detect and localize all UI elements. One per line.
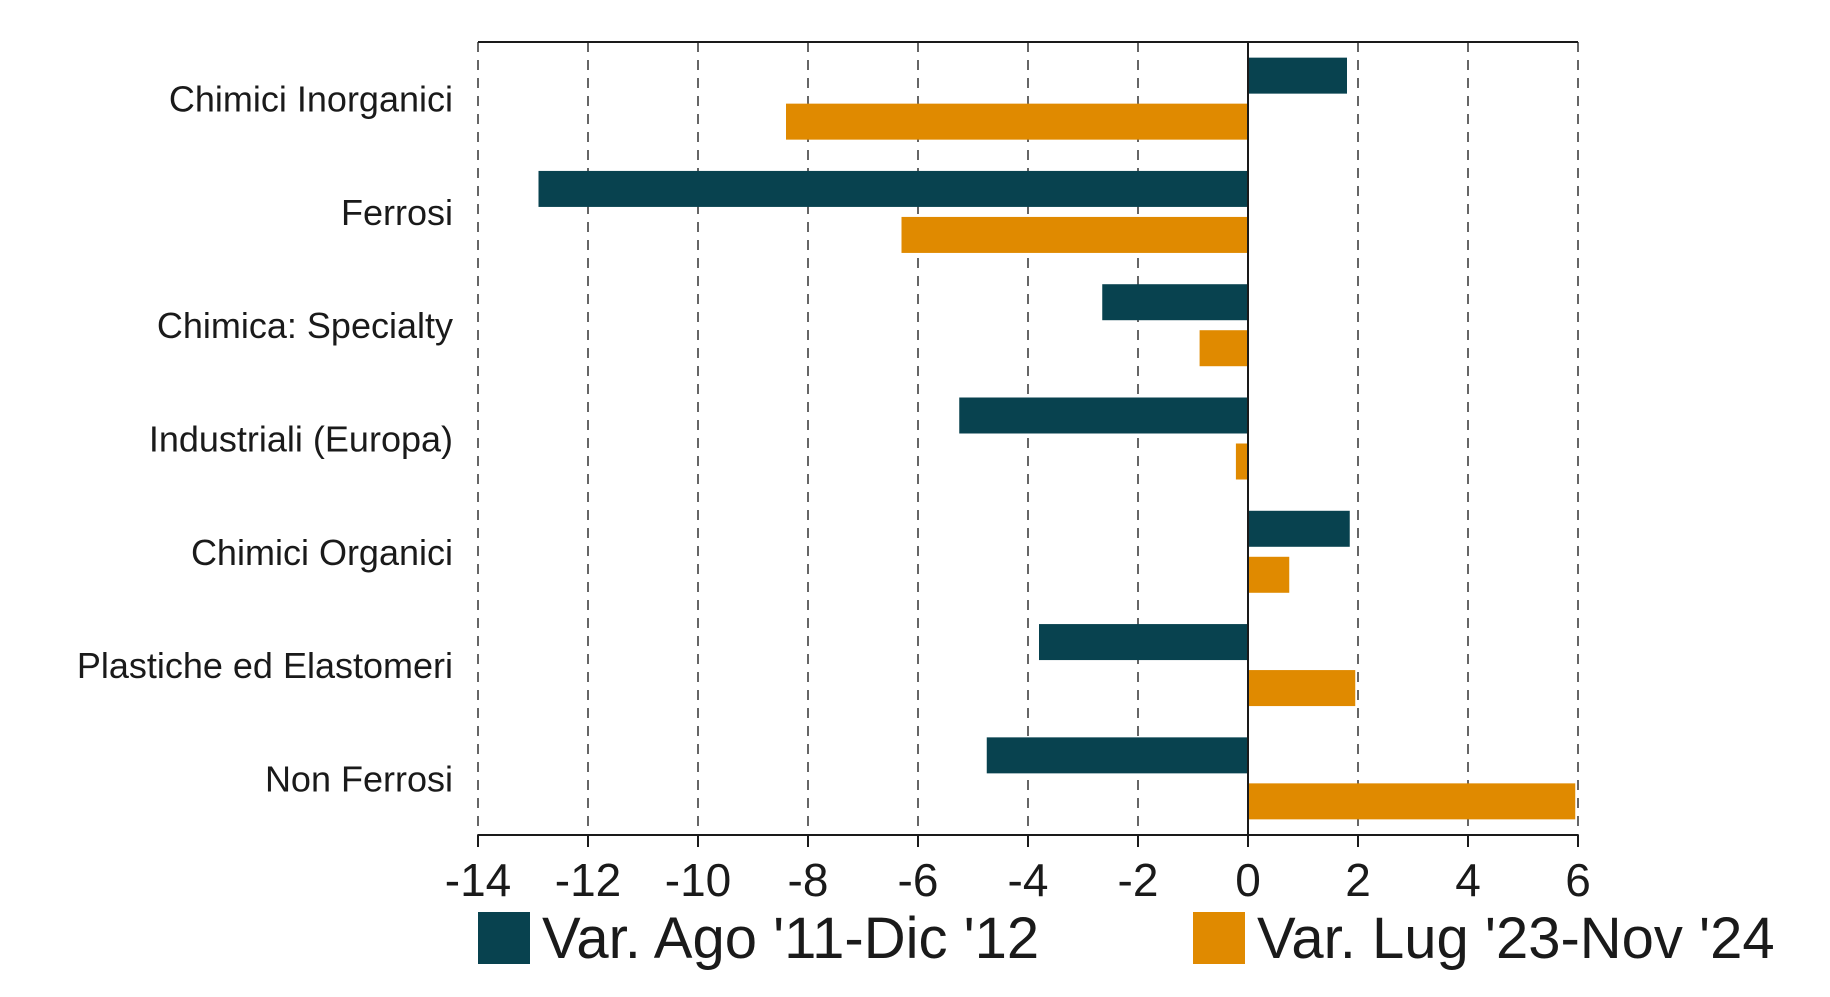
x-tick-label: 4 <box>1455 854 1481 906</box>
axes <box>477 41 1579 847</box>
x-tick-label: 6 <box>1565 854 1591 906</box>
legend-swatch <box>1193 912 1245 964</box>
legend: Var. Ago '11-Dic '12 Var. Lug '23-Nov '24 <box>478 906 1775 971</box>
bars <box>538 57 1576 820</box>
category-label: Non Ferrosi <box>265 758 453 799</box>
bar-series-2 <box>901 216 1248 253</box>
bar-series-1 <box>538 170 1248 207</box>
category-label: Ferrosi <box>341 192 453 233</box>
bar-series-1 <box>1039 624 1248 661</box>
bar-series-2 <box>1235 443 1248 480</box>
x-tick-label: -8 <box>788 854 829 906</box>
x-tick-label: -12 <box>555 854 621 906</box>
bar-series-1 <box>1248 57 1347 94</box>
category-label: Chimica: Specialty <box>157 305 453 346</box>
bar-series-1 <box>959 397 1248 434</box>
x-tick-label: 0 <box>1235 854 1261 906</box>
category-label: Plastiche ed Elastomeri <box>77 645 453 686</box>
bar-series-2 <box>1248 783 1576 820</box>
bar-series-1 <box>1248 510 1350 547</box>
legend-swatch <box>478 912 530 964</box>
x-tick-label: -2 <box>1118 854 1159 906</box>
bar-series-2 <box>1199 330 1248 367</box>
category-label: Industriali (Europa) <box>149 419 453 460</box>
x-tick-label: -14 <box>445 854 511 906</box>
legend-label: Var. Lug '23-Nov '24 <box>1257 906 1775 971</box>
x-tick-label: -10 <box>665 854 731 906</box>
x-tick-label: 2 <box>1345 854 1371 906</box>
grid-lines <box>477 42 1579 835</box>
bar-series-2 <box>786 103 1248 140</box>
x-tick-label: -6 <box>898 854 939 906</box>
category-labels: Chimici Inorganici Ferrosi Chimica: Specia… <box>77 79 453 800</box>
x-tick-labels: -14 -12 -10 -8 -6 -4 -2 0 2 4 6 <box>445 854 1591 906</box>
bar-series-1 <box>1102 284 1248 321</box>
bar-series-1 <box>986 737 1248 774</box>
bar-series-2 <box>1248 556 1290 593</box>
x-tick-label: -4 <box>1008 854 1049 906</box>
category-label: Chimici Organici <box>191 532 453 573</box>
category-label: Chimici Inorganici <box>169 79 453 120</box>
legend-label: Var. Ago '11-Dic '12 <box>542 906 1039 971</box>
bar-series-2 <box>1248 670 1356 707</box>
